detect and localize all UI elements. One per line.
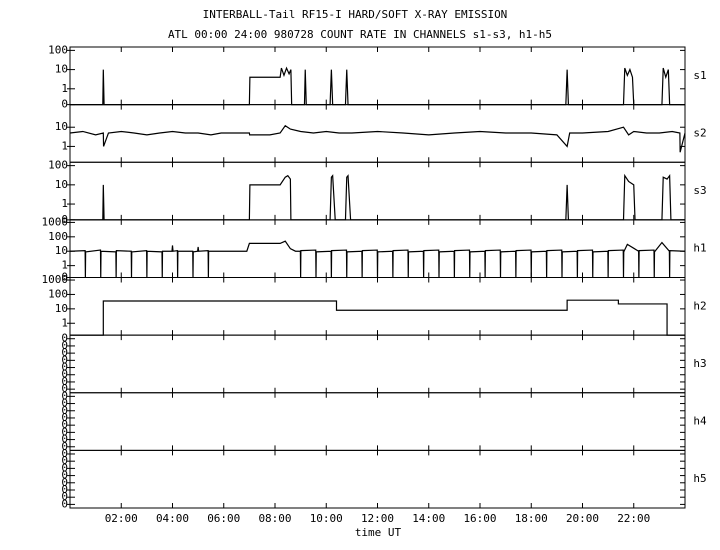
- y-tick-label: 100: [48, 43, 68, 56]
- y-tick-label: 0: [61, 461, 68, 474]
- x-tick-label: 02:00: [105, 512, 138, 525]
- x-tick-label: 08:00: [258, 512, 291, 525]
- y-tick-label: 0: [61, 397, 68, 410]
- panel-label: h4: [693, 415, 707, 428]
- panel-label: h3: [693, 357, 706, 370]
- y-tick-label: 0: [61, 213, 68, 226]
- y-tick-label: 0: [61, 425, 68, 438]
- x-tick-label: 18:00: [515, 512, 548, 525]
- y-tick-label: 0: [61, 339, 68, 352]
- y-tick-label: 0: [61, 332, 68, 345]
- y-tick-label: 10: [55, 63, 68, 76]
- y-tick-label: 0: [61, 454, 68, 467]
- y-tick-label: 0: [61, 368, 68, 381]
- y-tick-label: 1: [61, 197, 68, 210]
- x-tick-label: 04:00: [156, 512, 189, 525]
- y-tick-label: 0: [61, 497, 68, 510]
- y-tick-label: 0: [61, 490, 68, 503]
- y-tick-label: 0: [61, 346, 68, 359]
- chart-title: INTERBALL-Tail RF15-I HARD/SOFT X-RAY EM…: [203, 8, 508, 21]
- y-tick-label: 0: [61, 469, 68, 482]
- y-tick-label: 100: [48, 287, 68, 300]
- x-tick-label: 22:00: [617, 512, 650, 525]
- panel-label: h5: [693, 472, 706, 485]
- y-tick-label: 1000: [42, 215, 69, 228]
- x-axis-label: time UT: [355, 526, 402, 539]
- y-tick-label: 1: [61, 316, 68, 329]
- y-tick-label: 0: [61, 433, 68, 446]
- y-tick-label: 0: [61, 361, 68, 374]
- y-tick-label: 0: [61, 375, 68, 388]
- x-tick-label: 12:00: [361, 512, 394, 525]
- y-tick-label: 0: [61, 389, 68, 402]
- chart-subtitle: ATL 00:00 24:00 980728 COUNT RATE IN CHA…: [168, 28, 552, 41]
- y-tick-label: 0: [61, 447, 68, 460]
- y-tick-label: 100: [48, 230, 68, 243]
- y-tick-label: 0: [61, 411, 68, 424]
- y-tick-label: 0: [61, 382, 68, 395]
- y-tick-label: 0: [61, 98, 68, 111]
- data-line: [69, 124, 686, 153]
- y-tick-label: 1: [61, 82, 68, 95]
- y-tick-label: 10: [55, 178, 68, 191]
- x-tick-label: 20:00: [566, 512, 599, 525]
- y-tick-label: 0: [61, 483, 68, 496]
- y-tick-label: 0: [61, 353, 68, 366]
- y-tick-label: 0: [61, 418, 68, 431]
- panel-label: h2: [693, 299, 706, 312]
- panel-label: s2: [693, 126, 706, 139]
- y-tick-label: 0: [61, 476, 68, 489]
- x-tick-label: 16:00: [463, 512, 496, 525]
- y-tick-label: 1000: [42, 273, 69, 286]
- y-tick-label: 10: [55, 120, 68, 133]
- x-tick-label: 14:00: [412, 512, 445, 525]
- y-tick-label: 10: [55, 302, 68, 315]
- y-tick-label: 0: [61, 404, 68, 417]
- y-tick-label: 100: [48, 159, 68, 172]
- y-tick-label: 1: [61, 259, 68, 272]
- y-tick-label: 0: [61, 271, 68, 284]
- panel-label: h1: [693, 242, 706, 255]
- x-tick-label: 10:00: [310, 512, 343, 525]
- data-line: [70, 299, 685, 336]
- panel-label: s3: [693, 184, 706, 197]
- data-line: [69, 240, 686, 278]
- y-tick-label: 1: [61, 139, 68, 152]
- y-tick-label: 0: [61, 440, 68, 453]
- x-tick-label: 06:00: [207, 512, 240, 525]
- panel-label: s1: [693, 69, 706, 82]
- y-tick-label: 10: [55, 244, 68, 257]
